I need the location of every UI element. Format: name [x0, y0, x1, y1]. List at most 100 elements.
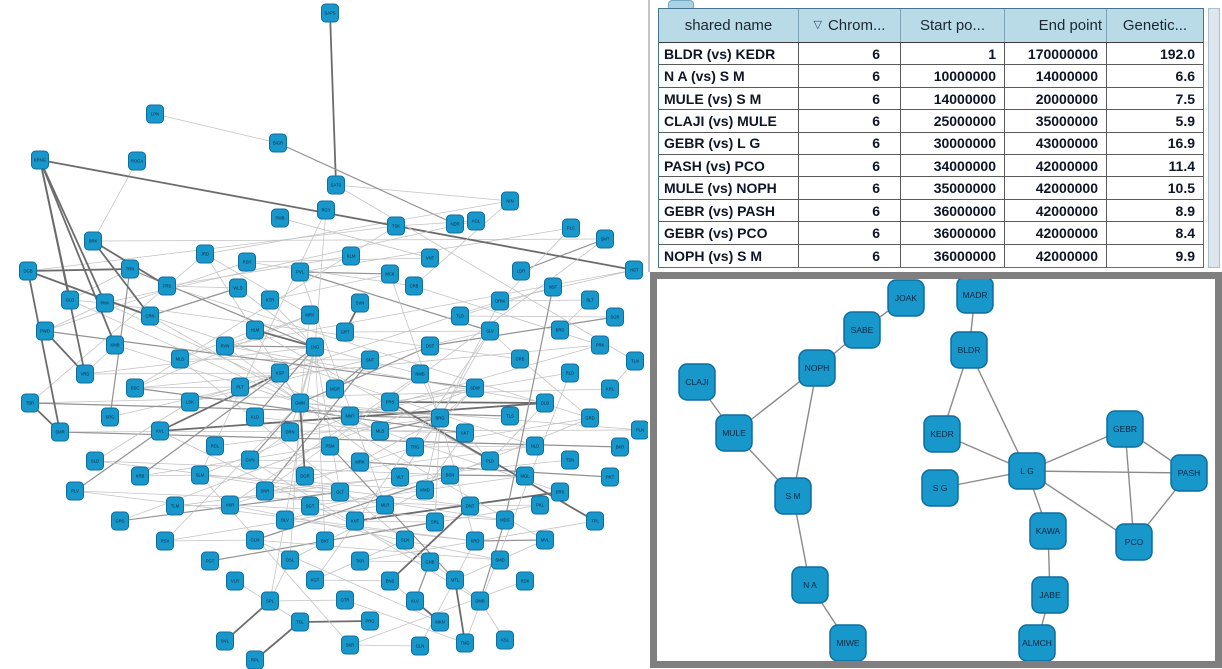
graph-node-gvn[interactable]: GVN — [241, 450, 259, 470]
graph-edge[interactable] — [159, 430, 431, 563]
graph-node-vnt[interactable]: VNT — [421, 248, 439, 268]
graph-node-rsv[interactable]: RSV — [156, 531, 174, 551]
graph-node-agl[interactable]: AGL — [467, 211, 485, 231]
graph-edge[interactable] — [284, 519, 476, 542]
graph-edge[interactable] — [354, 491, 561, 522]
graph-edge[interactable] — [314, 330, 491, 581]
graph-edge[interactable] — [968, 349, 1028, 472]
graph-edge[interactable] — [214, 417, 441, 447]
graph-node-wld[interactable]: WLD — [229, 278, 247, 298]
column-header-end_point[interactable]: End point — [1005, 9, 1107, 42]
graph-node-tlm[interactable]: TLM — [166, 496, 184, 516]
graph-node-sld[interactable]: SLD — [86, 451, 104, 471]
graph-edge[interactable] — [279, 217, 431, 259]
graph-edge[interactable] — [264, 490, 341, 493]
graph-node-mrk[interactable]: MRK — [351, 452, 369, 472]
graph-node-krl[interactable]: KRL — [601, 379, 619, 399]
column-header-start_point[interactable]: Start po... — [901, 9, 1005, 42]
filter-icon[interactable]: ▽ — [813, 19, 822, 31]
graph-edge[interactable] — [229, 504, 501, 561]
table-cell[interactable]: 7.5 — [1107, 87, 1203, 111]
table-cell[interactable]: 6 — [799, 222, 901, 245]
graph-node-psm[interactable]: PSM — [321, 436, 339, 456]
table-cell[interactable]: MULE (vs) S M — [659, 87, 799, 111]
panel-tab[interactable] — [668, 0, 694, 8]
graph-edge[interactable] — [104, 302, 521, 360]
graph-edge[interactable] — [389, 401, 546, 404]
graph-node-grs[interactable]: GRS — [111, 511, 129, 531]
table-cell[interactable]: NOPH (vs) S M — [659, 244, 799, 268]
graph-node-roga[interactable]: ROGA — [128, 151, 146, 171]
graph-node-skr[interactable]: SKR — [341, 635, 359, 655]
graph-edge[interactable] — [254, 329, 316, 348]
graph-edge[interactable] — [94, 401, 191, 462]
graph-node-mgr[interactable]: MGR — [326, 379, 344, 399]
graph-node-dsl[interactable]: DSL — [281, 550, 299, 570]
graph-node-gnb[interactable]: GNB — [421, 552, 439, 572]
graph-edge[interactable] — [289, 346, 316, 433]
graph-node-s-g[interactable]: S G — [921, 469, 959, 507]
table-cell[interactable]: 192.0 — [1107, 43, 1203, 66]
table-row[interactable]: MULE (vs) S M 6 14000000 20000000 7.5 — [659, 87, 1203, 111]
graph-node-snt[interactable]: SNT — [361, 350, 379, 370]
graph-node-madr[interactable]: MADR — [956, 279, 994, 314]
graph-edge[interactable] — [489, 402, 546, 462]
graph-edge[interactable] — [299, 271, 391, 275]
graph-edge[interactable] — [139, 474, 201, 477]
graph-node-pwd[interactable]: PWD — [36, 321, 54, 341]
graph-edge[interactable] — [154, 113, 279, 144]
graph-node-pln[interactable]: PLN — [631, 420, 649, 440]
graph-edge[interactable] — [335, 184, 636, 362]
graph-node-sats[interactable]: SATS — [327, 175, 345, 195]
graph-node-plc[interactable]: PLC — [562, 218, 580, 238]
graph-edge[interactable] — [246, 257, 431, 263]
graph-node-mdg[interactable]: MDG — [496, 510, 514, 530]
graph-edge[interactable] — [159, 372, 281, 432]
graph-node-kmd[interactable]: KMD — [416, 480, 434, 500]
graph-edge[interactable] — [164, 402, 301, 542]
graph-node-tln[interactable]: TLN — [626, 351, 644, 371]
graph-edge[interactable] — [299, 345, 431, 404]
table-cell[interactable]: 10000000 — [901, 65, 1005, 88]
graph-node-miwe[interactable]: MIWE — [829, 624, 867, 661]
graph-node-klv[interactable]: KLV — [406, 591, 424, 611]
table-cell[interactable]: 42000000 — [1005, 177, 1107, 200]
graph-node-gld[interactable]: GLD — [61, 290, 79, 310]
graph-edge[interactable] — [229, 504, 506, 521]
graph-edge[interactable] — [149, 315, 546, 541]
graph-edge[interactable] — [224, 314, 311, 347]
graph-node-slv[interactable]: SLV — [481, 321, 499, 341]
column-header-chromosome[interactable]: ▽ Chrom... — [799, 9, 901, 42]
graph-node-nin[interactable]: NIN — [501, 191, 519, 211]
graph-edge[interactable] — [499, 269, 635, 302]
graph-node-spl[interactable]: SPL — [261, 591, 279, 611]
graph-edge[interactable] — [354, 520, 436, 523]
graph-node-bldr[interactable]: BLDR — [950, 331, 988, 369]
graph-edge[interactable] — [39, 159, 86, 375]
table-cell[interactable]: 6 — [799, 244, 901, 268]
graph-edge[interactable] — [434, 417, 441, 523]
graph-edge[interactable] — [254, 416, 381, 432]
graph-edge[interactable] — [84, 346, 316, 375]
graph-node-tbr[interactable]: TBR — [21, 393, 39, 413]
graph-edge[interactable] — [94, 460, 471, 507]
table-cell[interactable]: GEBR (vs) PASH — [659, 199, 799, 223]
graph-node-klm[interactable]: KLM — [342, 246, 360, 266]
large-network-canvas[interactable]: SAPS LPN BIGR KRNG ROGA SATS NIN RGY PMB AGL TSK ND… — [0, 0, 648, 669]
table-cell[interactable]: 6 — [799, 177, 901, 200]
table-cell[interactable]: 8.9 — [1107, 199, 1203, 223]
graph-edge[interactable] — [224, 345, 401, 478]
graph-node-nst[interactable]: NST — [544, 277, 562, 297]
graph-node-brg[interactable]: BRG — [431, 408, 449, 428]
graph-node-bkr[interactable]: BKR — [611, 437, 629, 457]
graph-node-slm[interactable]: SLM — [191, 465, 209, 485]
graph-node-mld[interactable]: MLD — [171, 349, 189, 369]
graph-edge[interactable] — [84, 372, 281, 375]
graph-node-svn[interactable]: SVN — [351, 293, 369, 313]
graph-node-dgb[interactable]: DGB — [19, 261, 37, 281]
table-cell[interactable]: 10.5 — [1107, 177, 1203, 200]
graph-node-plt[interactable]: PLT — [231, 377, 249, 397]
graph-edge[interactable] — [254, 539, 501, 561]
table-cell[interactable]: 42000000 — [1005, 199, 1107, 223]
graph-node-vlt[interactable]: VLT — [391, 467, 409, 487]
